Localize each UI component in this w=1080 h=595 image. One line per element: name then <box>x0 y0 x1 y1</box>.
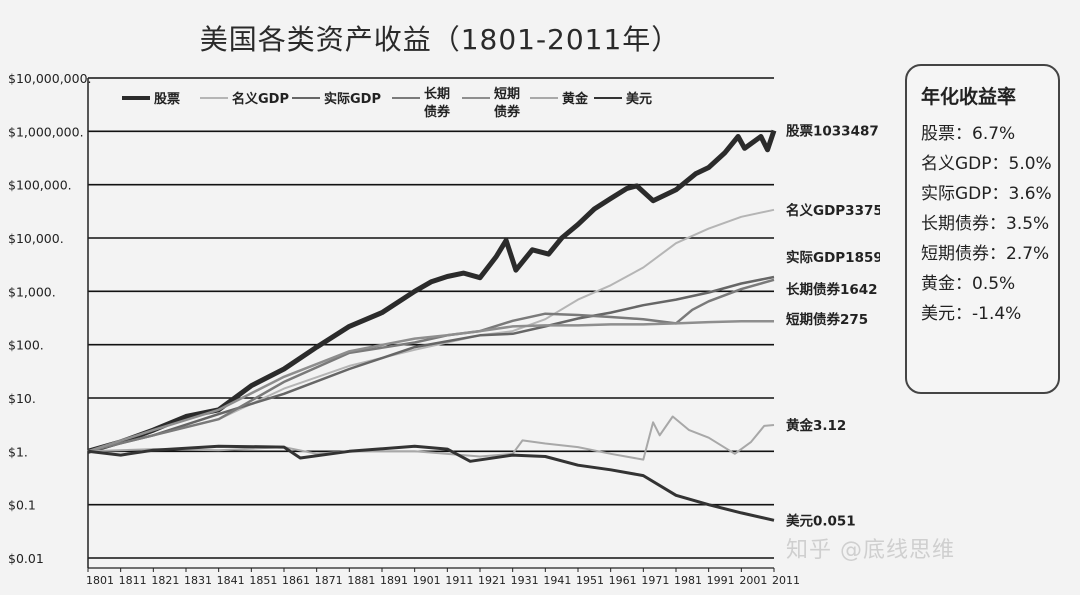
legend-label-short_bonds: 短期 <box>494 86 520 102</box>
end-label-short_bonds: 短期债券275 <box>786 311 868 328</box>
y-tick-label: $100. <box>8 338 44 353</box>
y-tick-label: $10,000,000. <box>8 71 92 86</box>
chart-title: 美国各类资产收益（1801-2011年） <box>199 23 681 56</box>
legend-label-stocks: 股票 <box>154 91 180 107</box>
x-tick-label: 1961 <box>609 574 637 587</box>
x-tick-label: 2001 <box>739 574 767 587</box>
x-tick-label: 1981 <box>674 574 702 587</box>
y-tick-label: $0.01 <box>8 551 44 566</box>
x-tick-label: 1821 <box>151 574 179 587</box>
legend-label-long_bonds-line2: 债券 <box>424 104 451 120</box>
rate-long-bonds: 长期债券：3.5% <box>921 214 1050 234</box>
legend-label-gold: 黄金 <box>562 91 589 107</box>
x-tick-label: 1801 <box>86 574 114 587</box>
y-tick-label: $1,000. <box>8 284 56 299</box>
x-tick-label: 1991 <box>707 574 735 587</box>
legend-label-long_bonds: 长期 <box>424 86 450 102</box>
y-tick-label: $100,000. <box>8 178 72 193</box>
rate-real-gdp: 实际GDP：3.6% <box>921 184 1052 204</box>
series-line-long_bonds <box>87 278 775 453</box>
series-line-gold <box>87 415 775 461</box>
y-tick-label: $1,000,000. <box>8 124 84 139</box>
x-tick-label: 1831 <box>184 574 212 587</box>
series-line-dollar <box>87 444 775 522</box>
x-tick-label: 1921 <box>478 574 506 587</box>
legend-label-nominal_gdp: 名义GDP <box>232 91 289 107</box>
end-label-dollar: 美元0.051 <box>786 512 856 529</box>
axes: $10,000,000. $1,000,000. $100,000. $10,000.… <box>8 71 800 587</box>
end-label-nominal_gdp: 名义GDP33751 <box>786 202 880 219</box>
rate-short-bonds: 短期债券：2.7% <box>921 244 1050 264</box>
watermark: 知乎 @底线思维 <box>786 538 955 563</box>
x-tick-label: 1911 <box>445 574 473 587</box>
legend-label-real_gdp: 实际GDP <box>324 91 381 107</box>
annual-return-box: 年化收益率 股票：6.7% 名义GDP：5.0% 实际GDP：3.6% 长期债券… <box>905 64 1060 394</box>
x-tick-label: 1891 <box>380 574 408 587</box>
x-tick-label: 1851 <box>249 574 277 587</box>
series-line-short_bonds <box>87 319 774 453</box>
legend-label-short_bonds-line2: 债券 <box>494 104 521 120</box>
series-lines <box>87 129 777 522</box>
line-chart: $10,000,000. $1,000,000. $100,000. $10,000.… <box>8 71 880 587</box>
x-tick-label: 1931 <box>511 574 539 587</box>
x-tick-label: 1811 <box>119 574 147 587</box>
end-label-real_gdp: 实际GDP1859 <box>786 249 880 266</box>
y-tick-label: $1. <box>8 444 28 459</box>
grid <box>88 77 774 559</box>
series-line-stocks <box>87 129 777 454</box>
annual-return-heading: 年化收益率 <box>921 86 1017 108</box>
y-tick-label: $10,000. <box>8 231 64 246</box>
x-tick-label: 1951 <box>576 574 604 587</box>
x-tick-label: 1861 <box>282 574 310 587</box>
legend: 股票 名义GDP 实际GDP 长期债券 短期债券 黄金 美元 <box>122 86 652 120</box>
rate-stocks: 股票：6.7% <box>921 124 1016 144</box>
end-label-gold: 黄金3.12 <box>786 417 846 434</box>
x-tick-label: 1841 <box>217 574 245 587</box>
x-tick-label: 1881 <box>347 574 375 587</box>
x-tick-label: 1901 <box>413 574 441 587</box>
rate-nominal-gdp: 名义GDP：5.0% <box>921 154 1052 174</box>
y-tick-label: $0.1 <box>8 498 36 513</box>
x-tick-label: 1941 <box>543 574 571 587</box>
y-tick-label: $10. <box>8 391 36 406</box>
end-label-stocks: 股票1033487 <box>786 124 879 140</box>
rate-dollar: 美元：-1.4% <box>921 304 1022 324</box>
end-labels: 股票1033487 名义GDP33751 实际GDP1859 长期债券1642 短期债券… <box>786 124 880 530</box>
x-tick-label: 1971 <box>641 574 669 587</box>
legend-label-dollar: 美元 <box>626 91 652 107</box>
x-tick-label: 1871 <box>315 574 343 587</box>
rate-gold: 黄金：0.5% <box>921 274 1016 294</box>
x-tick-label: 2011 <box>772 574 800 587</box>
series-line-real_gdp <box>87 275 775 453</box>
end-label-long_bonds: 长期债券1642 <box>786 281 878 298</box>
